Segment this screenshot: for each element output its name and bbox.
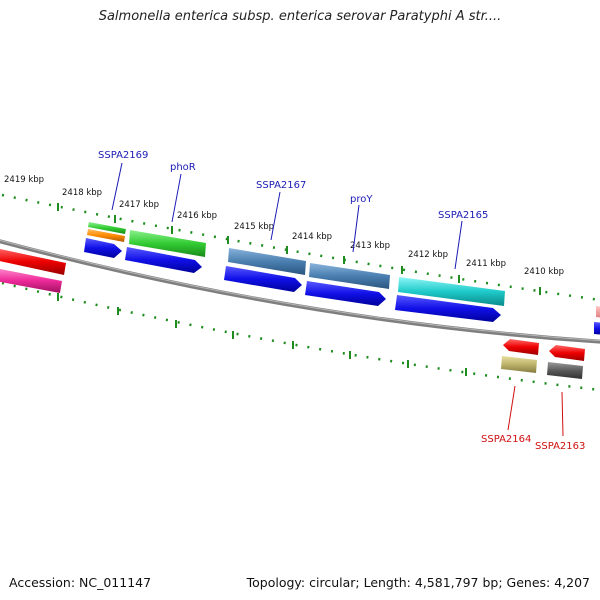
leader-line — [454, 220, 463, 270]
scale-label: 2418 kbp — [62, 188, 102, 198]
gene-feature[interactable] — [125, 247, 202, 273]
scale-label: 2412 kbp — [408, 250, 448, 260]
gene-feature[interactable] — [398, 277, 505, 306]
gene-label-sspa2167[interactable]: SSPA2167 — [256, 180, 306, 191]
gene-label-sspa2169[interactable]: SSPA2169 — [98, 150, 148, 161]
gene-feature[interactable] — [88, 222, 126, 234]
gene-feature[interactable] — [0, 248, 66, 275]
leader-line — [352, 204, 360, 253]
gene-feature[interactable] — [224, 266, 302, 292]
gene-label-sspa2164[interactable]: SSPA2164 — [481, 434, 531, 445]
accession-text: Accession: NC_011147 — [9, 575, 152, 590]
scale-label: 2419 kbp — [4, 175, 44, 185]
gene-feature[interactable] — [594, 322, 600, 335]
genome-summary-text: Topology: circular; Length: 4,581,797 bp… — [246, 575, 590, 590]
scale-label: 2416 kbp — [177, 211, 217, 221]
scale-label: 2411 kbp — [466, 259, 506, 269]
gene-label-sspa2165[interactable]: SSPA2165 — [438, 210, 488, 221]
gene-label-sspa2163[interactable]: SSPA2163 — [535, 441, 585, 452]
map-title: Salmonella enterica subsp. enterica sero… — [98, 9, 502, 24]
scale-label: 2413 kbp — [350, 241, 390, 251]
gene-feature[interactable] — [129, 230, 206, 257]
outer-major-ticks — [57, 203, 541, 295]
gene-feature[interactable] — [503, 339, 539, 355]
scale-label: 2417 kbp — [119, 200, 159, 210]
gene-feature[interactable] — [596, 306, 600, 318]
gene-feature[interactable] — [549, 345, 585, 361]
outer-scale-track — [1, 193, 600, 302]
leader-line — [507, 385, 516, 431]
gene-label-proy[interactable]: proY — [350, 194, 373, 205]
genome-backbone-highlight — [0, 239, 600, 342]
leader-line — [270, 191, 281, 241]
leader-line — [111, 162, 123, 211]
genome-backbone — [0, 239, 600, 344]
gene-feature[interactable] — [305, 281, 386, 306]
scale-label: 2414 kbp — [292, 232, 332, 242]
leader-line — [561, 391, 564, 437]
leader-line — [171, 173, 182, 223]
gene-feature[interactable] — [395, 295, 501, 322]
gene-feature[interactable] — [501, 356, 537, 373]
gene-feature[interactable] — [309, 263, 390, 289]
gene-feature[interactable] — [228, 248, 306, 275]
inner-major-ticks — [57, 293, 467, 376]
gene-feature[interactable] — [84, 238, 122, 258]
scale-label: 2410 kbp — [524, 267, 564, 277]
inner-scale-track — [1, 281, 600, 392]
scale-label: 2415 kbp — [234, 222, 274, 232]
gene-feature[interactable] — [0, 268, 62, 293]
gene-feature[interactable] — [87, 229, 125, 242]
gene-feature[interactable] — [547, 362, 583, 379]
gene-label-phor[interactable]: phoR — [170, 162, 196, 173]
